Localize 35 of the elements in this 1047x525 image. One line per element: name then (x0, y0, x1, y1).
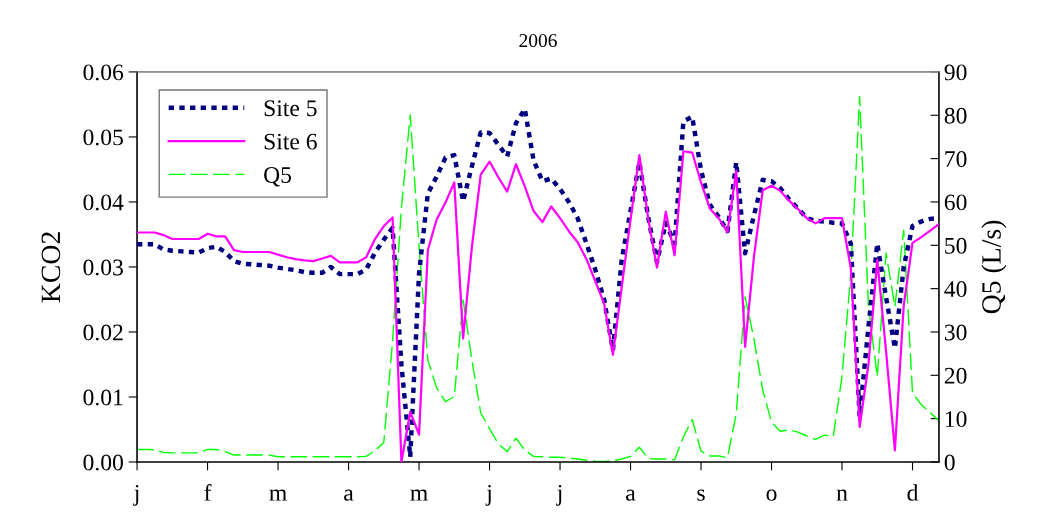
y-tick-label: 0.01 (83, 389, 123, 406)
y2-tick-label: 90 (944, 64, 967, 81)
y-axis-title: KCO2 (41, 232, 61, 303)
x-tick-label: a (626, 489, 636, 501)
legend-label: Q5 (264, 167, 292, 187)
y2-axis-title: Q5 (L/s) (981, 220, 1007, 314)
y2-tick-label: 80 (944, 107, 967, 124)
y2-tick-label: 70 (945, 151, 967, 168)
y2-tick-label: 60 (944, 194, 967, 211)
y2-tick-label: 50 (945, 237, 967, 254)
y2-tick-label: 40 (944, 281, 967, 298)
y2-tick-label: 30 (944, 324, 967, 341)
x-tick-label: n (836, 489, 848, 501)
x-tick-label: j (133, 484, 139, 506)
x-tick-label: m (410, 489, 428, 501)
x-tick-label: j (556, 484, 562, 506)
y-tick-label: 0.02 (83, 324, 123, 341)
x-tick-label: s (697, 489, 705, 501)
y2-tick-label: 20 (944, 367, 967, 384)
x-tick-label: j (485, 484, 491, 506)
legend-label: Site 6 (264, 133, 317, 150)
y2-tick-label: 10 (945, 411, 967, 428)
y-tick-label: 0.04 (83, 194, 124, 211)
y-tick-label: 0.03 (83, 259, 123, 276)
y-tick-label: 0.05 (83, 129, 123, 146)
chart-title: 2006 (519, 33, 557, 48)
x-tick-label: o (766, 489, 777, 501)
x-tick-label: a (344, 489, 354, 501)
x-tick-label: f (204, 483, 212, 501)
x-tick-label: m (269, 489, 287, 501)
y-tick-label: 0.00 (83, 454, 123, 471)
y2-tick-label: 0 (944, 454, 955, 471)
x-tick-label: d (907, 484, 919, 501)
legend-label: Site 5 (264, 100, 317, 117)
y-tick-label: 0.06 (83, 64, 124, 81)
